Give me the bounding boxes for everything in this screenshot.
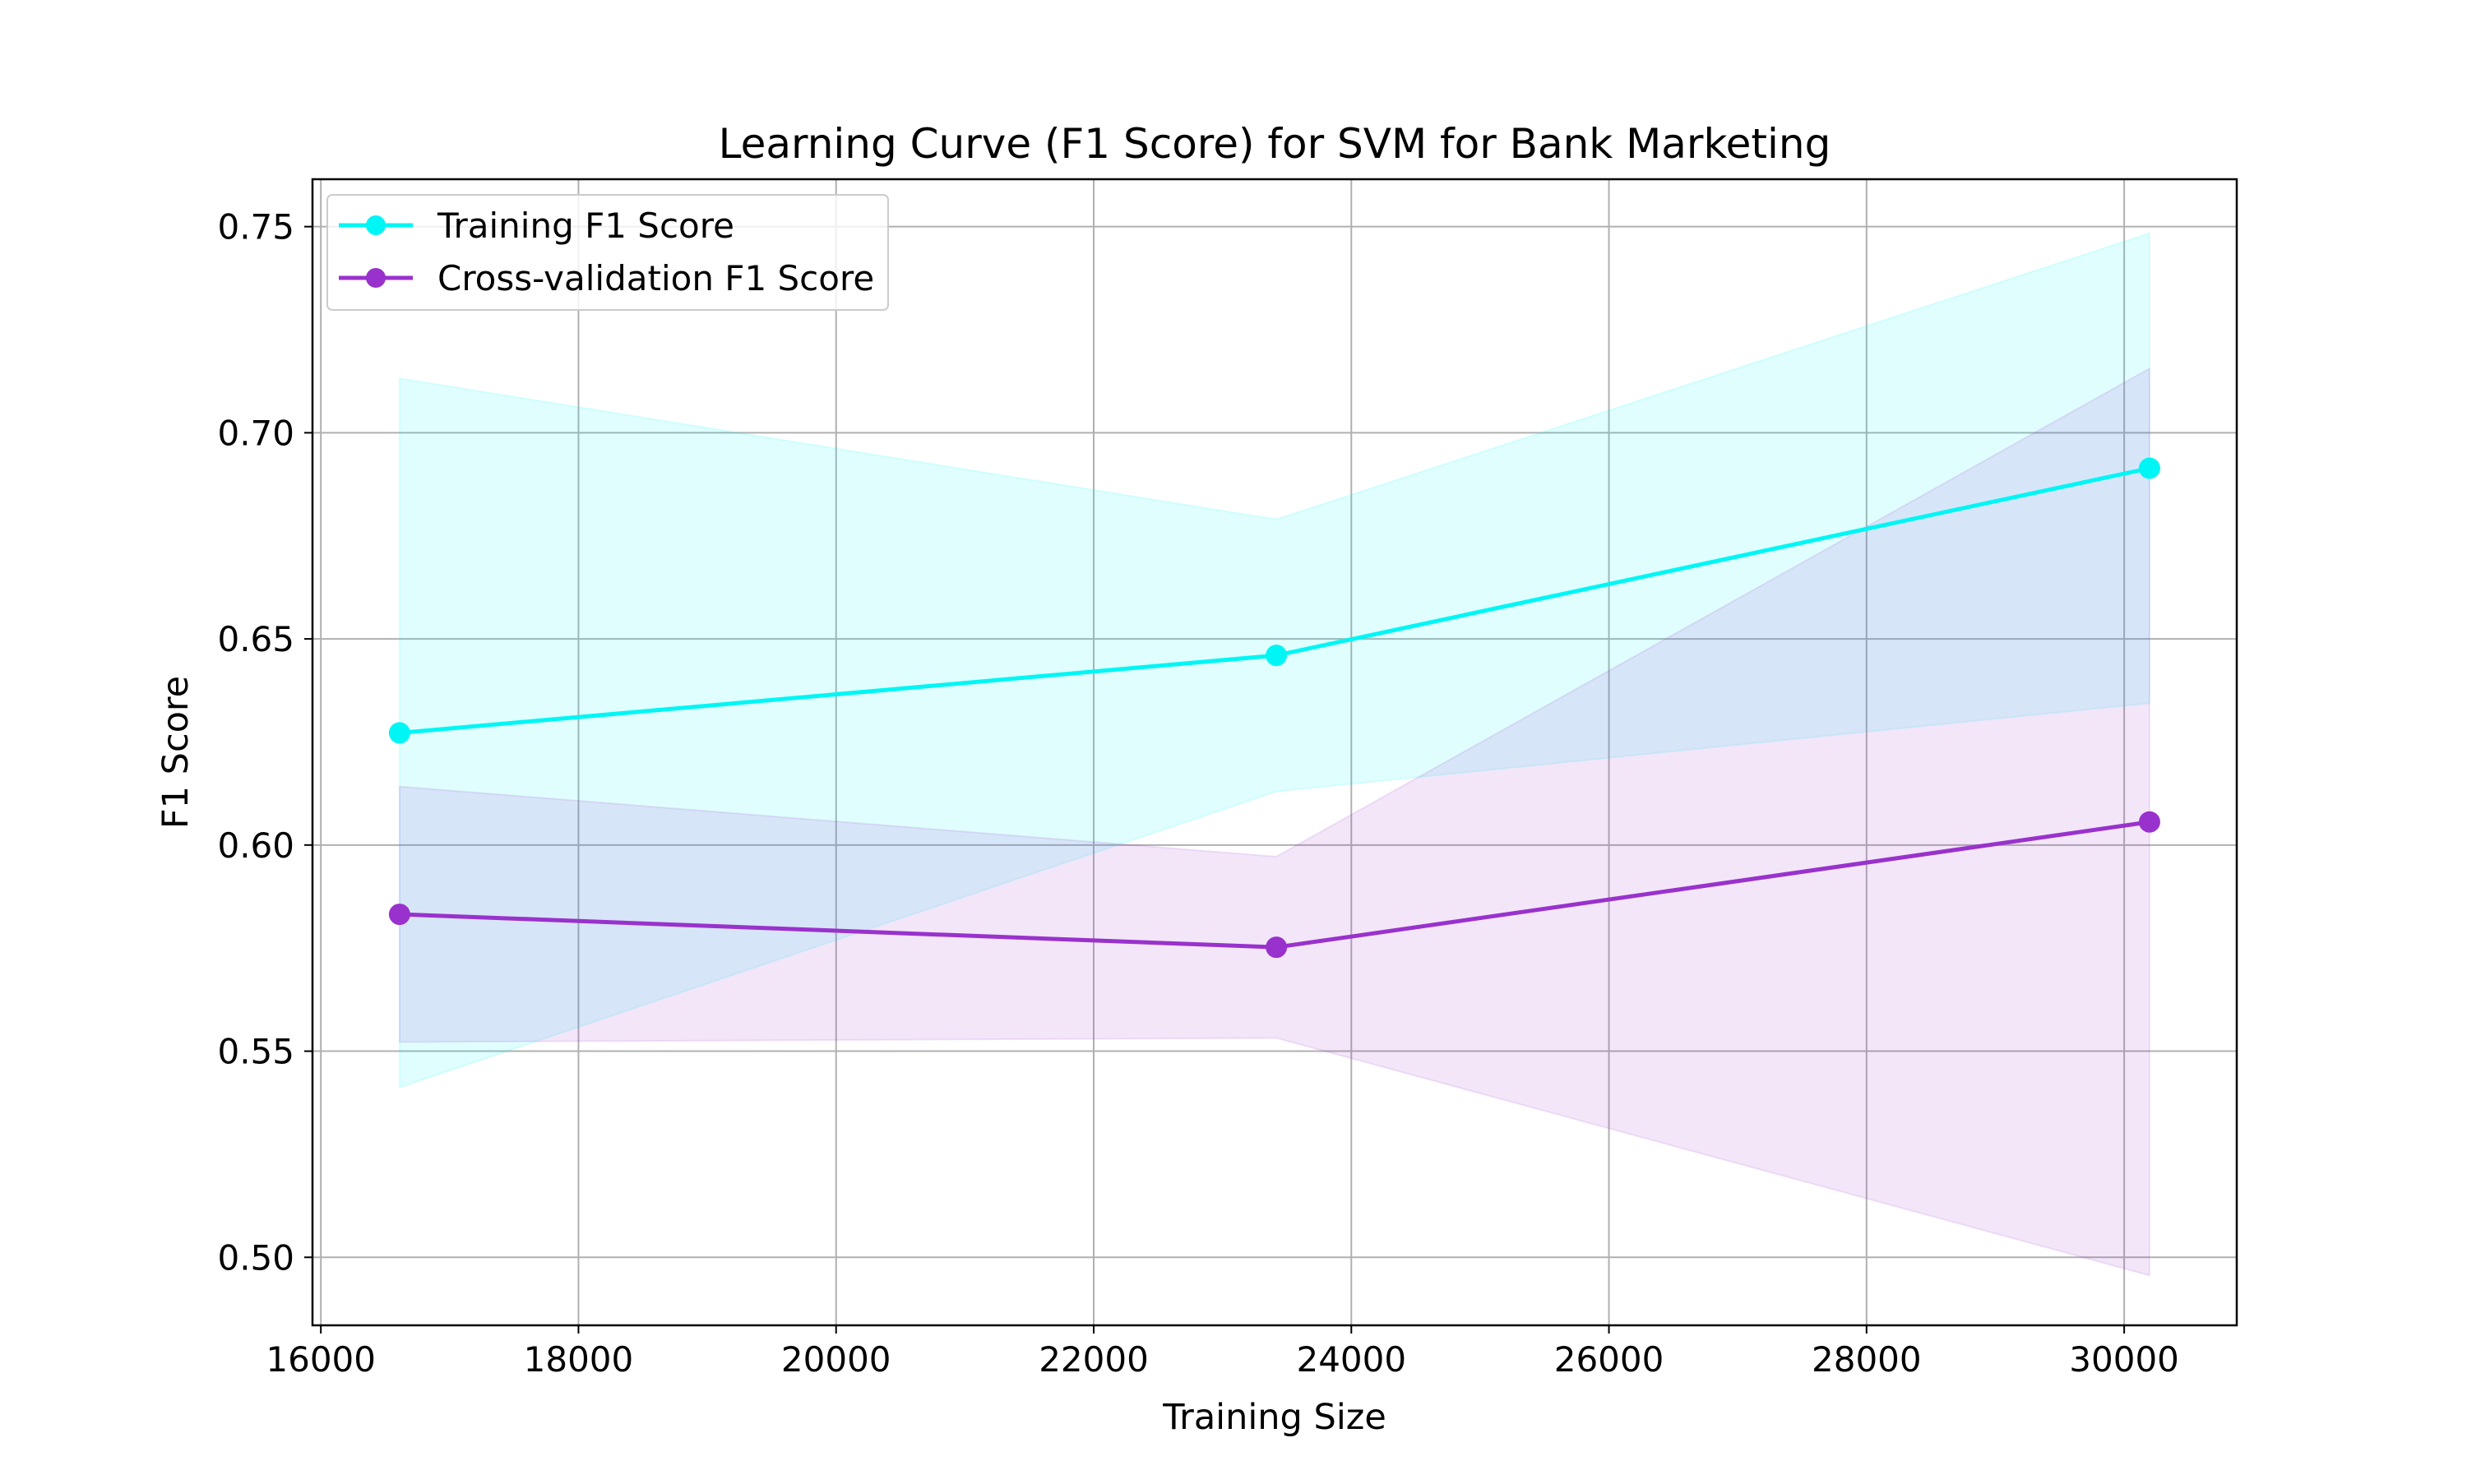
chart-title: Learning Curve (F1 Score) for SVM for Ba… [719,120,1831,168]
grid-lines [312,179,2237,1325]
legend: Training F1 Score Cross-validation F1 Sc… [326,194,889,311]
y-tick-label: 0.55 [217,1032,294,1072]
axis-ticks: 16000 18000 20000 22000 24000 26000 28000 30000… [217,207,2178,1380]
x-tick-label: 24000 [1296,1339,1406,1380]
y-tick-label: 0.65 [217,619,294,659]
x-tick-label: 28000 [1812,1339,1922,1380]
legend-label-cross-validation: Cross-validation F1 Score [437,258,874,298]
data-point-cross-validation [2138,811,2160,833]
confidence-band-cross-validation [398,367,2150,1277]
y-axis-label: F1 Score [155,676,197,829]
x-tick-label: 22000 [1039,1339,1149,1380]
x-axis-label: Training Size [1162,1397,1386,1438]
data-point-training [2138,457,2160,479]
data-point-training [1266,645,1288,667]
x-tick-label: 20000 [781,1339,891,1380]
data-point-training [388,722,410,744]
x-tick-label: 18000 [524,1339,634,1380]
legend-label-training: Training F1 Score [437,206,734,246]
series-points [388,457,2160,959]
x-tick-label: 30000 [2069,1339,2179,1380]
plot-area-frame [311,178,2238,1327]
data-point-cross-validation [1266,936,1288,959]
y-tick-label: 0.50 [217,1237,294,1278]
x-tick-label: 16000 [266,1339,376,1380]
x-tick-label: 26000 [1554,1339,1664,1380]
y-tick-label: 0.75 [217,207,294,247]
y-tick-label: 0.60 [217,825,294,866]
legend-box [326,194,889,311]
data-point-cross-validation [388,904,410,926]
legend-marker-cross-validation [366,268,386,288]
legend-marker-training [366,215,386,235]
y-tick-label: 0.70 [217,413,294,453]
